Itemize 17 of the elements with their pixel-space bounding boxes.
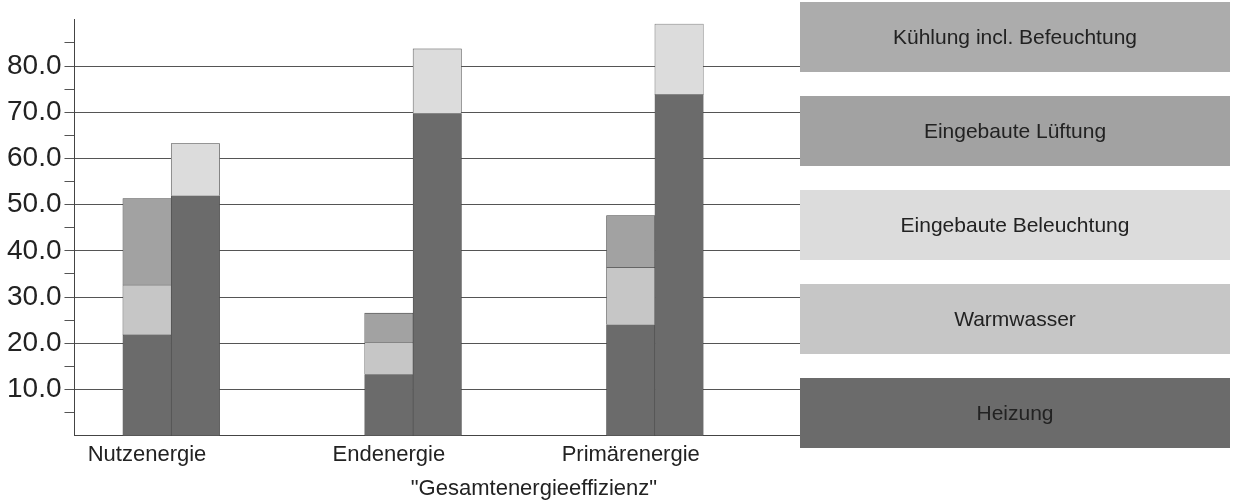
x-tick-label: Nutzenergie: [87, 440, 207, 466]
y-tick-label: 40.0: [7, 233, 62, 265]
x-tick-label: Primärenergie: [561, 440, 700, 466]
y-tick-label: 70.0: [7, 94, 62, 126]
y-tick-label: 20.0: [7, 325, 62, 357]
y-tick-label: 10.0: [7, 372, 62, 404]
text: Kühlung incl. Befeuchtung: [892, 25, 1137, 49]
text: Eingebaute Lüftung: [923, 119, 1107, 143]
x-axis-title: "Gesamtenergieeffizienz": [410, 475, 658, 501]
text: Warmwasser: [954, 307, 1076, 331]
y-tick-label: 80.0: [7, 48, 62, 80]
y-tick-label: 60.0: [7, 141, 62, 173]
text: Heizung: [976, 401, 1054, 425]
x-tick-label: Endenergie: [332, 440, 446, 466]
y-tick-label: 30.0: [7, 279, 62, 311]
text: Eingebaute Beleuchtung: [900, 213, 1130, 237]
y-tick-label: 50.0: [7, 187, 62, 219]
